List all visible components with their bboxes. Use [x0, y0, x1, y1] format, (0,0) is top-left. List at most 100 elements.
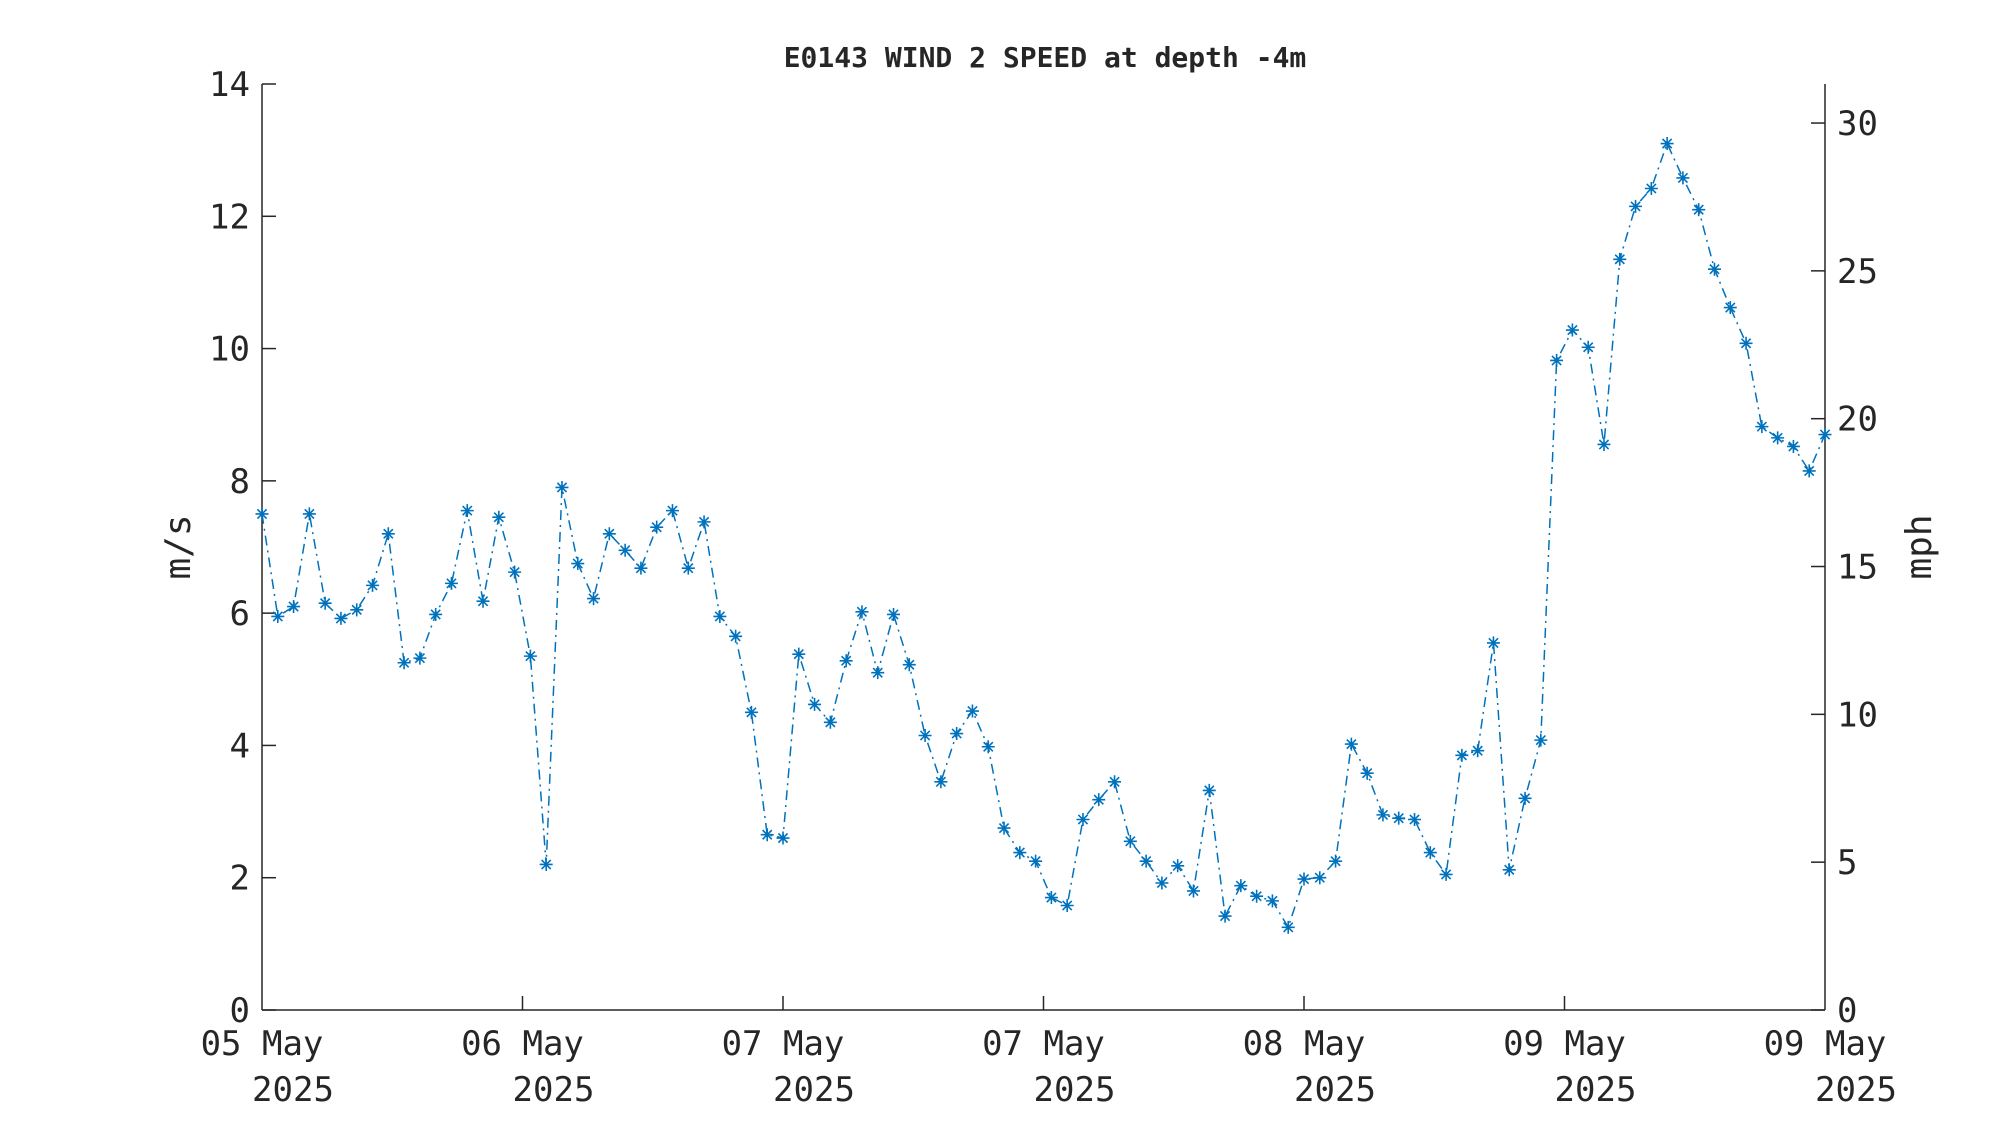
right-y-tick-label: 25 — [1837, 252, 1878, 292]
series-wind-speed — [255, 137, 1832, 934]
x-tick-label-year: 2025 — [1555, 1070, 1637, 1110]
data-point-marker — [1739, 336, 1753, 350]
data-point-marker — [1265, 894, 1279, 908]
data-point-marker — [1408, 813, 1422, 827]
data-point-marker — [413, 651, 427, 665]
data-point-marker — [476, 594, 490, 608]
data-point-marker — [1297, 872, 1311, 886]
data-point-marker — [1565, 323, 1579, 337]
data-point-marker — [1581, 340, 1595, 354]
data-point-marker — [571, 557, 585, 571]
data-point-marker — [1518, 791, 1532, 805]
data-point-marker — [1108, 775, 1122, 789]
left-y-tick-label: 8 — [230, 462, 250, 502]
data-point-marker — [934, 775, 948, 789]
data-point-marker — [1329, 854, 1343, 868]
x-tick-label-year: 2025 — [252, 1070, 334, 1110]
x-tick-label-year: 2025 — [513, 1070, 595, 1110]
data-point-marker — [1234, 879, 1248, 893]
left-y-tick-label: 0 — [230, 991, 250, 1031]
left-y-tick-label: 10 — [209, 330, 250, 370]
data-point-marker — [492, 510, 506, 524]
x-tick-label-date: 09 May — [1764, 1024, 1887, 1064]
y-axis-label-right: mph — [1899, 514, 1940, 579]
y-axis-label-left: m/s — [158, 514, 199, 579]
data-point-marker — [1186, 884, 1200, 898]
data-point-marker — [444, 576, 458, 590]
data-point-marker — [760, 828, 774, 842]
x-tick-label-date: 07 May — [982, 1024, 1105, 1064]
data-point-marker — [1660, 137, 1674, 151]
data-point-marker — [1502, 863, 1516, 877]
x-ticks: 05 May 2025 06 May 2025 07 May 2025 07 May 2025… — [201, 996, 1897, 1110]
data-point-marker — [1707, 262, 1721, 276]
data-point-marker — [1076, 813, 1090, 827]
data-point-marker — [397, 656, 411, 670]
data-point-marker — [1550, 353, 1564, 367]
x-tick-label-date: 07 May — [722, 1024, 845, 1064]
data-point-marker — [1060, 898, 1074, 912]
data-point-marker — [823, 715, 837, 729]
data-point-marker — [665, 504, 679, 518]
data-point-marker — [287, 600, 301, 614]
data-point-marker — [965, 704, 979, 718]
data-point-marker — [1123, 834, 1137, 848]
x-tick-label-date: 05 May — [201, 1024, 324, 1064]
data-point-marker — [997, 821, 1011, 835]
data-point-marker — [618, 543, 632, 557]
data-point-marker — [1802, 464, 1816, 478]
x-tick-label-year: 2025 — [1815, 1070, 1897, 1110]
data-point-marker — [1013, 846, 1027, 860]
x-tick-label-date: 08 May — [1243, 1024, 1366, 1064]
data-point-marker — [1771, 431, 1785, 445]
data-point-marker — [1202, 783, 1216, 797]
data-point-marker — [366, 578, 380, 592]
series-line — [261, 141, 1826, 930]
data-point-marker — [318, 596, 332, 610]
data-point-marker — [1755, 420, 1769, 434]
data-point-marker — [523, 649, 537, 663]
data-point-marker — [539, 857, 553, 871]
left-y-ticks: 0 2 4 6 8 10 12 14 — [209, 65, 276, 1031]
data-point-marker — [602, 527, 616, 541]
data-point-marker — [918, 729, 932, 743]
x-tick-label-date: 09 May — [1503, 1024, 1626, 1064]
data-point-marker — [1786, 439, 1800, 453]
data-point-marker — [1313, 871, 1327, 885]
data-point-marker — [508, 565, 522, 579]
left-y-tick-label: 12 — [209, 197, 250, 237]
data-point-marker — [1029, 854, 1043, 868]
data-point-marker — [1155, 876, 1169, 890]
data-point-marker — [808, 697, 822, 711]
data-point-marker — [744, 705, 758, 719]
x-tick-label-year: 2025 — [1294, 1070, 1376, 1110]
right-y-tick-label: 0 — [1837, 991, 1857, 1031]
data-point-marker — [1439, 867, 1453, 881]
right-y-ticks: 0 5 10 15 20 25 30 — [1811, 104, 1878, 1031]
data-point-marker — [1250, 889, 1264, 903]
data-point-marker — [1218, 909, 1232, 923]
left-y-tick-label: 4 — [230, 726, 250, 766]
data-point-marker — [1360, 766, 1374, 780]
data-point-marker — [902, 658, 916, 672]
data-point-marker — [950, 727, 964, 741]
data-point-marker — [1486, 636, 1500, 650]
data-point-marker — [776, 831, 790, 845]
left-y-tick-label: 14 — [209, 65, 250, 105]
data-point-marker — [255, 507, 269, 521]
data-point-marker — [1344, 737, 1358, 751]
data-point-marker — [681, 561, 695, 575]
right-y-tick-label: 10 — [1837, 695, 1878, 735]
data-point-marker — [350, 603, 364, 617]
data-point-marker — [1629, 199, 1643, 213]
data-point-marker — [271, 609, 285, 623]
data-point-marker — [334, 611, 348, 625]
data-point-marker — [381, 527, 395, 541]
data-point-marker — [1723, 301, 1737, 315]
data-point-marker — [429, 607, 443, 621]
data-point-marker — [1534, 733, 1548, 747]
data-point-marker — [1471, 744, 1485, 758]
data-point-marker — [1376, 808, 1390, 822]
data-point-marker — [855, 605, 869, 619]
